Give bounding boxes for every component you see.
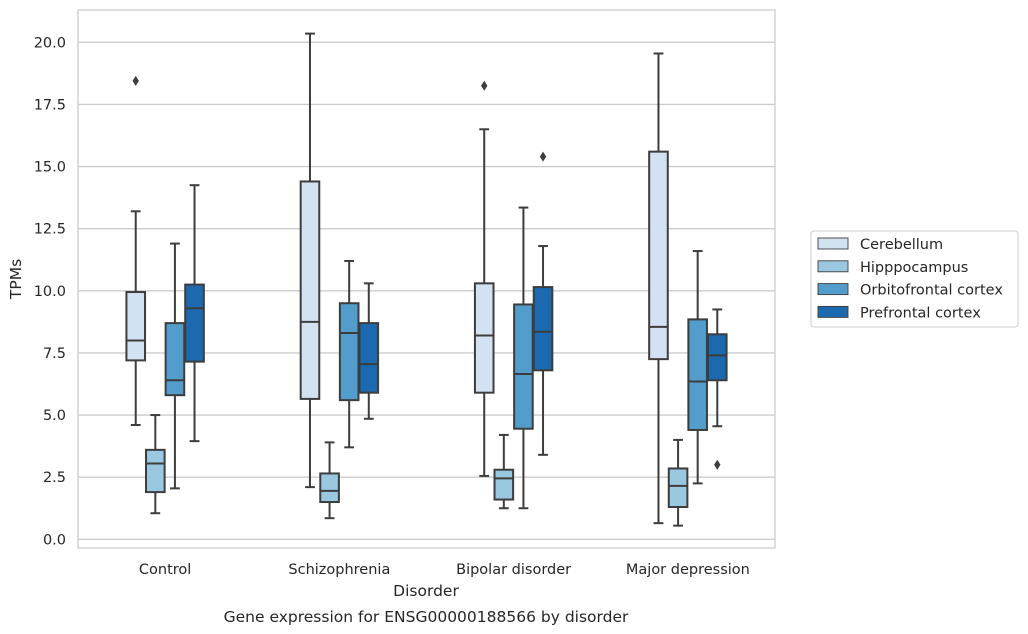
y-axis-title: TPMs [7,259,25,300]
x-tick-labels: Control Schizophrenia Bipolar disorder Majo… [139,562,750,578]
plot-frame [77,9,776,549]
x-axis-title: Disorder [393,582,459,600]
box-orbitofrontal-cortex [687,250,708,485]
box-body [319,472,340,504]
outlier-point [481,80,488,91]
outlier-point [714,459,721,470]
box-prefrontal-cortex [358,282,380,420]
box-body [299,180,321,400]
outlier-point [539,151,547,162]
y-tick-label: 12.5 [34,222,66,238]
box-body [493,468,515,501]
legend: Cerebellum Hipppocampus Orbitofrontal cort… [810,230,1019,328]
box-body [358,322,380,394]
box-body [532,286,554,372]
legend-swatch [817,237,849,250]
x-tick-label: Major depression [626,562,750,578]
box-cerebellum [473,80,495,477]
box-prefrontal-cortex [184,184,205,443]
box-body [648,150,669,361]
y-tick-label: 2.5 [43,470,66,486]
y-tick-label: 17.5 [34,97,66,113]
box-orbitofrontal-cortex [338,259,360,449]
outlier-point [132,75,139,86]
box-prefrontal-cortex [706,308,728,470]
box-orbitofrontal-cortex [513,206,534,510]
box-cerebellum [125,75,147,426]
box-plot-series [125,32,728,527]
box-prefrontal-cortex [532,151,554,456]
box-cerebellum [648,52,669,525]
y-tick-labels: 0.0 2.5 5.0 7.5 10.0 12.5 15.0 17.5 20.0 [34,35,66,548]
box-cerebellum [299,32,321,489]
x-tick-label: Bipolar disorder [456,562,571,578]
legend-frame [810,230,1019,328]
box-orbitofrontal-cortex [164,242,186,490]
box-body [473,282,495,394]
legend-label: Cerebellum [860,237,943,253]
box-hipppocampus [667,438,689,527]
x-tick-label: Control [139,562,191,578]
box-body [125,291,147,362]
legend-label: Orbitofrontal cortex [860,283,1003,299]
legend-swatch [817,260,849,273]
box-body [687,318,708,431]
box-body [513,303,534,430]
legend-swatch [817,283,849,296]
box-body [164,322,186,397]
y-tick-label: 7.5 [43,346,66,362]
box-hipppocampus [493,433,515,510]
legend-label: Prefrontal cortex [860,305,981,321]
box-body [184,283,205,363]
y-tick-label: 5.0 [43,408,66,424]
y-tick-label: 20.0 [34,35,66,51]
grid-lines [78,41,775,540]
box-body [145,448,166,494]
y-tick-label: 0.0 [43,532,66,548]
y-tick-label: 15.0 [34,160,66,176]
box-hipppocampus [145,414,166,515]
legend-swatch [817,305,849,318]
legend-label: Hipppocampus [860,260,968,276]
box-body [706,333,728,382]
chart-title: Gene expression for ENSG00000188566 by d… [224,608,629,626]
box-body [338,302,360,402]
x-tick-label: Schizophrenia [288,562,390,578]
box-body [667,467,689,508]
box-hipppocampus [319,441,340,520]
y-tick-label: 10.0 [34,284,66,300]
